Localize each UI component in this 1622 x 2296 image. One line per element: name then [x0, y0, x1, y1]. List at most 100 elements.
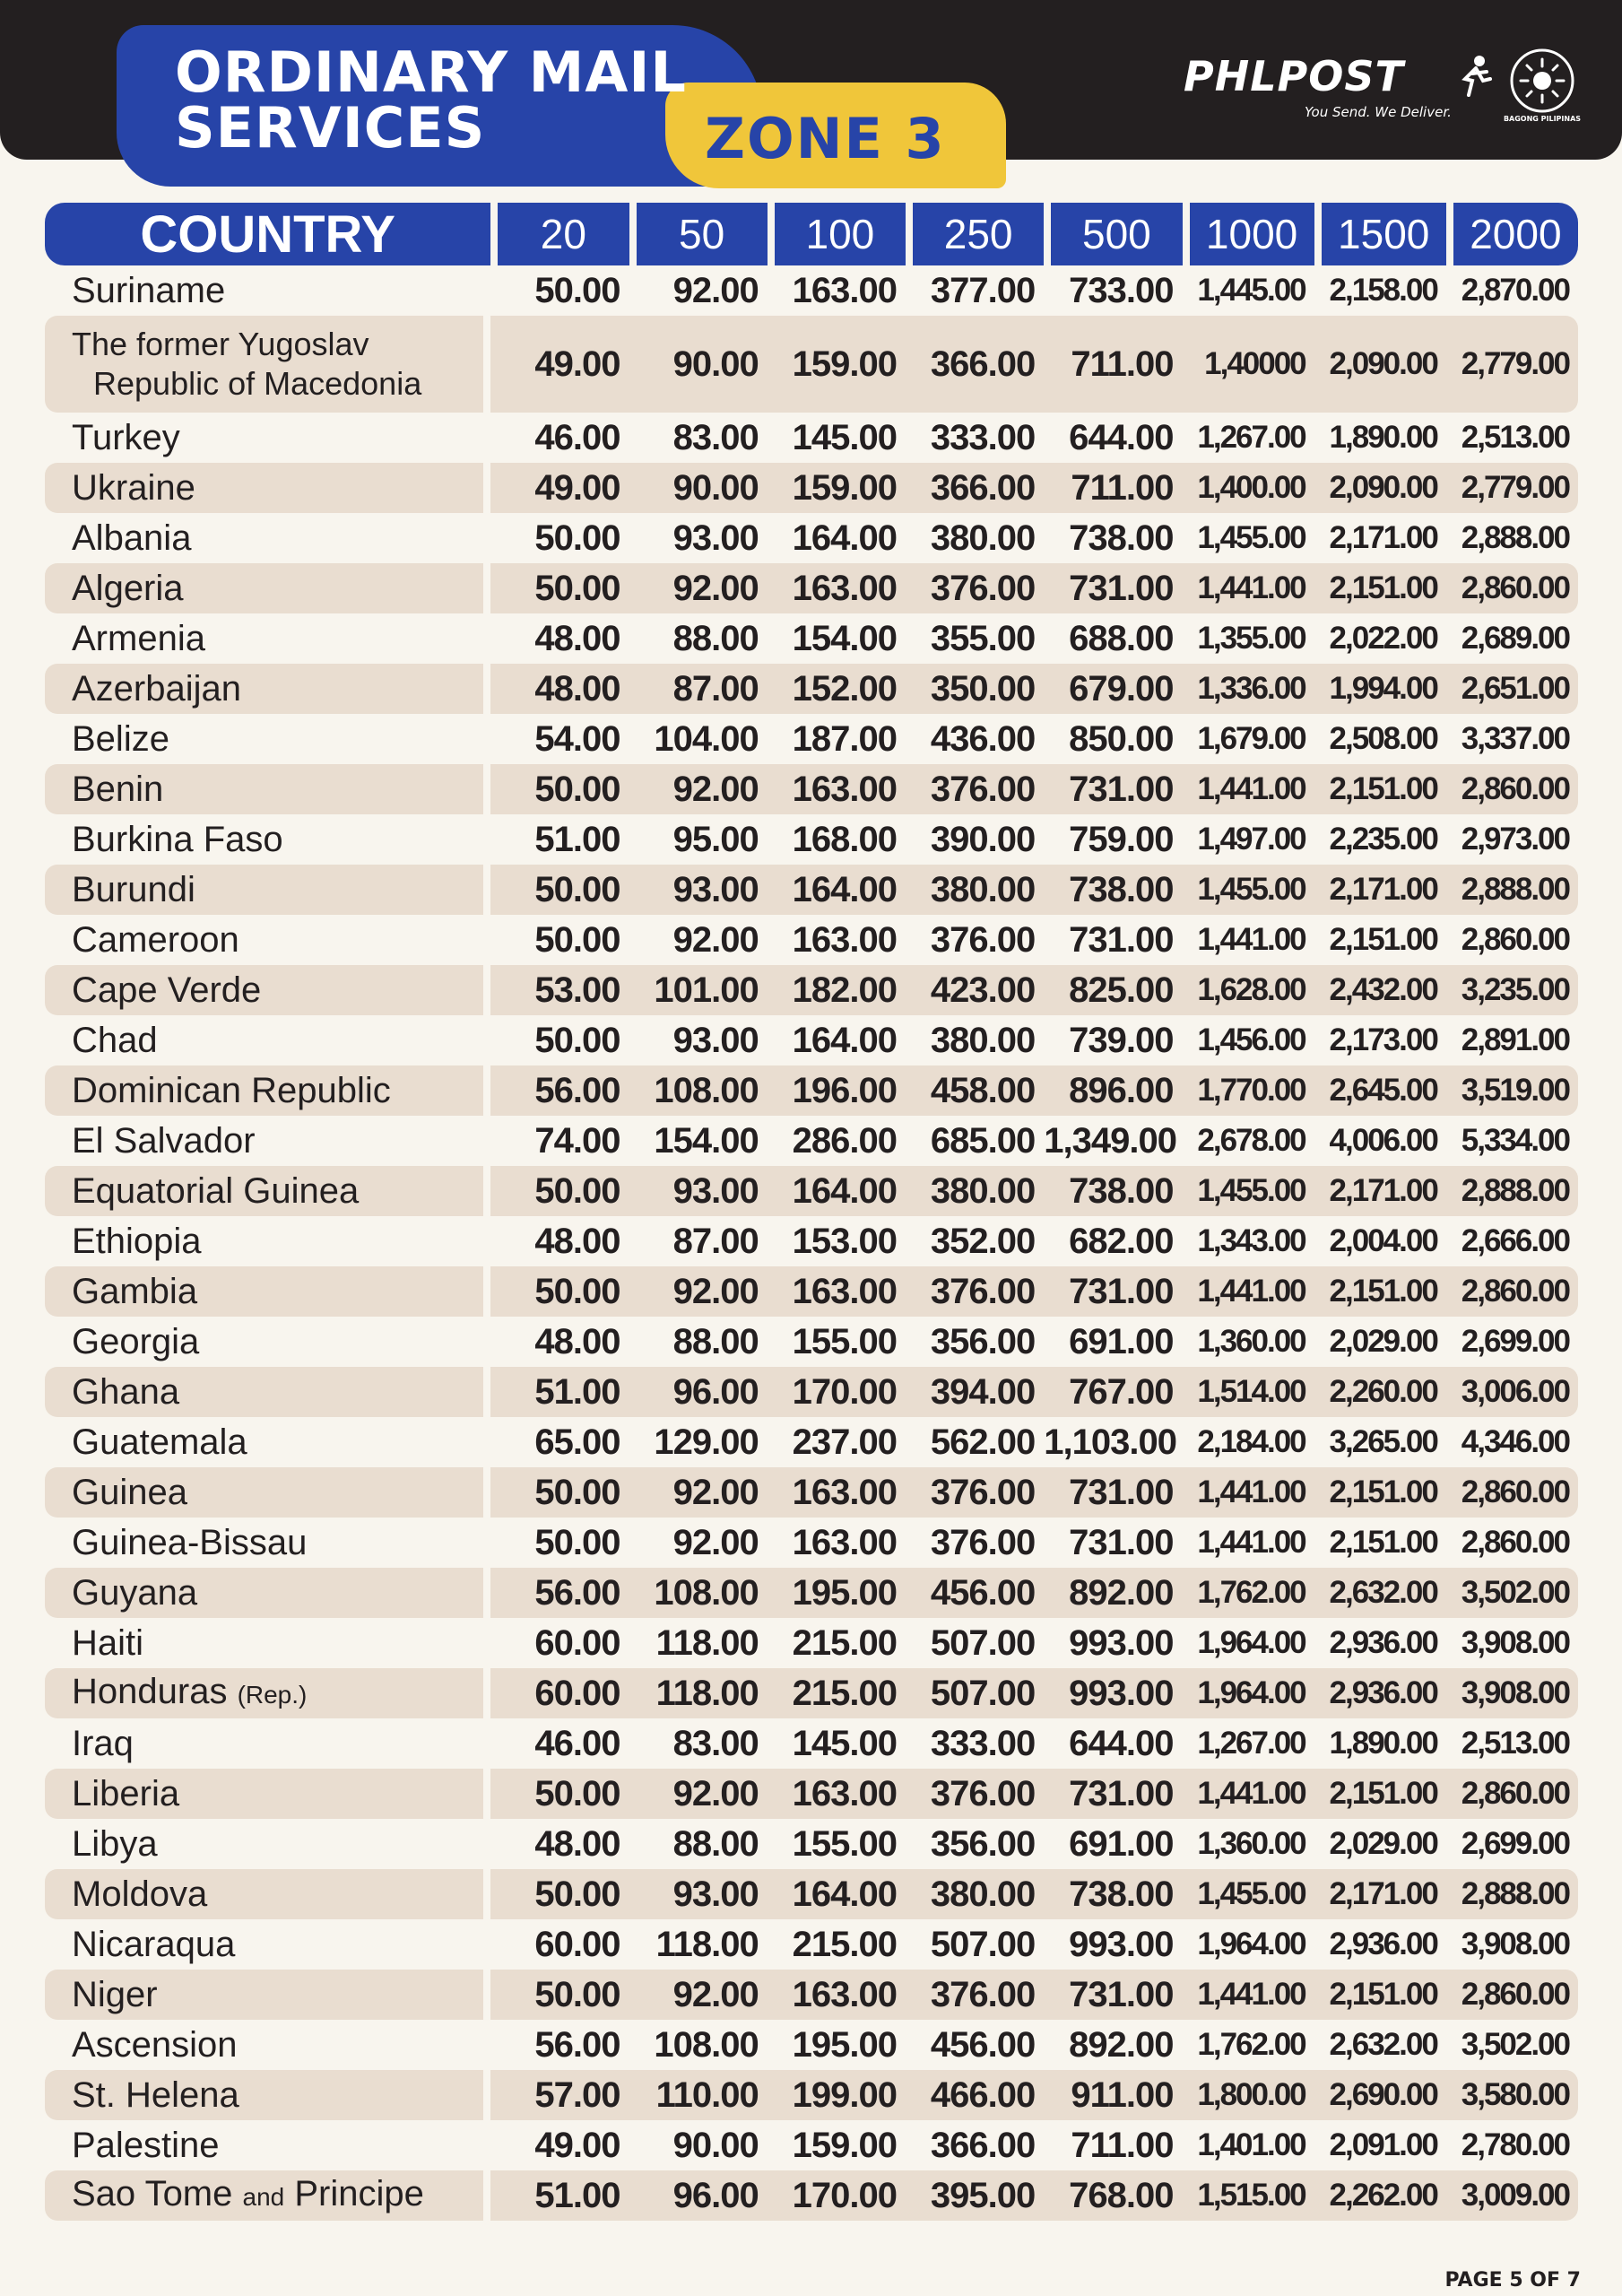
table-row: Gambia 50.00 92.00 163.00 376.00 731.00 1,441.… — [45, 1266, 1578, 1317]
column-header-weight: 1500 — [1314, 203, 1446, 265]
country-name: Palestine — [45, 2120, 491, 2170]
table-row: Burundi 50.00 93.00 164.00 380.00 738.00 1,455… — [45, 865, 1578, 915]
country-name-text: Libya — [72, 1824, 158, 1864]
country-name-text: Equatorial Guinea — [72, 1171, 360, 1211]
rate-cell: 2,860.00 — [1445, 1467, 1578, 1518]
rate-cell: 159.00 — [767, 463, 906, 513]
rate-cell: 2,973.00 — [1461, 822, 1571, 857]
country-name: Liberia — [45, 1769, 491, 1819]
country-name-text: Guyana — [72, 1573, 198, 1613]
table-row: Dominican Republic 56.00 108.00 196.00 458.0… — [45, 1065, 1578, 1116]
rate-cell: 2,690.00 — [1314, 2070, 1446, 2120]
country-name: Libya — [45, 1819, 491, 1869]
country-name-text: Guinea-Bissau — [72, 1523, 308, 1562]
brand-name: PHLPOST — [1184, 52, 1404, 100]
rate-cell: 738.00 — [1069, 517, 1174, 558]
rate-cell: 2,029.00 — [1329, 1826, 1439, 1861]
table-row: Chad 50.00 93.00 164.00 380.00 739.00 1,456.00… — [45, 1015, 1578, 1065]
country-name-text: Guatemala — [72, 1422, 247, 1462]
rate-cell: 376.00 — [930, 1522, 1036, 1562]
rate-cell: 738.00 — [1044, 865, 1183, 915]
rate-cell: 1,360.00 — [1197, 1324, 1306, 1359]
rate-cell: 145.00 — [792, 1723, 898, 1763]
rate-cell: 83.00 — [672, 417, 759, 457]
rate-cell: 90.00 — [672, 2125, 759, 2165]
rate-cell: 1,441.00 — [1197, 922, 1306, 957]
rate-cell: 2,666.00 — [1461, 1223, 1571, 1258]
rate-cell: 739.00 — [1069, 1020, 1174, 1060]
country-name-text: Sao Tome — [72, 2174, 233, 2213]
rate-cell: 1,515.00 — [1182, 2170, 1314, 2221]
country-name: Armenia — [45, 613, 491, 664]
rate-cell: 2,936.00 — [1329, 1625, 1439, 1660]
rate-cell: 1,455.00 — [1197, 520, 1306, 555]
rate-cell: 2,936.00 — [1329, 1926, 1439, 1961]
rate-cell: 74.00 — [534, 1120, 620, 1161]
rate-cell: 56.00 — [534, 2024, 620, 2065]
rate-cell: 2,860.00 — [1445, 1266, 1578, 1317]
rate-cell: 377.00 — [930, 270, 1036, 310]
rate-cell: 380.00 — [906, 865, 1045, 915]
rate-cell: 2,091.00 — [1329, 2127, 1439, 2162]
column-header-weight: 2000 — [1445, 203, 1578, 265]
rate-cell: 2,860.00 — [1445, 1970, 1578, 2020]
rate-cell: 1,441.00 — [1182, 1769, 1314, 1819]
rate-cell: 93.00 — [672, 1020, 759, 1060]
country-name-text: Guinea — [72, 1473, 187, 1512]
rate-cell: 2,699.00 — [1461, 1324, 1571, 1359]
table-row: Turkey 46.00 83.00 145.00 333.00 644.00 1,267.… — [45, 413, 1578, 463]
country-name: Guinea — [45, 1467, 491, 1518]
rate-cell: 164.00 — [767, 1869, 906, 1919]
table-row: Burkina Faso 51.00 95.00 168.00 390.00 759.00… — [45, 814, 1578, 865]
country-name-text: Haiti — [72, 1623, 144, 1663]
country-name-text: Georgia — [72, 1322, 200, 1361]
country-name: Georgia — [45, 1317, 491, 1367]
column-header-country: COUNTRY — [45, 203, 491, 265]
rate-cell: 4,346.00 — [1461, 1424, 1571, 1459]
country-name: Guyana — [45, 1568, 491, 1618]
table-row: Ghana 51.00 96.00 170.00 394.00 767.00 1,514.0… — [45, 1367, 1578, 1417]
country-name: Moldova — [45, 1869, 491, 1919]
rate-cell: 1,445.00 — [1197, 273, 1306, 308]
table-row: Cameroon 50.00 92.00 163.00 376.00 731.00 1,44… — [45, 915, 1578, 965]
rate-cell: 1,800.00 — [1182, 2070, 1314, 2120]
table-row: Haiti 60.00 118.00 215.00 507.00 993.00 1,964.… — [45, 1618, 1578, 1668]
column-header-weight: 50 — [629, 203, 768, 265]
table-row: Sao Tome and Principe 51.00 96.00 170.00 395… — [45, 2170, 1578, 2221]
seal-label: BAGONG PILIPINAS — [1503, 115, 1582, 123]
rate-cell: 436.00 — [930, 718, 1036, 759]
country-name: Turkey — [45, 413, 491, 463]
country-name: Guinea-Bissau — [45, 1518, 491, 1568]
rate-cell: 92.00 — [629, 764, 768, 814]
rate-cell: 3,502.00 — [1461, 2027, 1571, 2062]
table-row: Guatemala 65.00 129.00 237.00 562.00 1,103.00… — [45, 1417, 1578, 1467]
table-row: Guinea 50.00 92.00 163.00 376.00 731.00 1,441.… — [45, 1467, 1578, 1518]
rate-cell: 199.00 — [767, 2070, 906, 2120]
rate-cell: 1,514.00 — [1182, 1367, 1314, 1417]
rate-cell: 1,964.00 — [1197, 1625, 1306, 1660]
country-name: The former Yugoslav Republic of Macedonia — [45, 316, 491, 413]
rate-cell: 1,441.00 — [1182, 1467, 1314, 1518]
rate-cell: 2,262.00 — [1314, 2170, 1446, 2221]
rate-cell: 390.00 — [930, 819, 1036, 859]
rate-cell: 1,679.00 — [1197, 721, 1306, 756]
rate-cell: 65.00 — [534, 1422, 620, 1462]
rate-cell: 3,235.00 — [1445, 965, 1578, 1015]
country-name-text: St. Helena — [72, 2075, 239, 2115]
rate-cell: 48.00 — [534, 1321, 620, 1361]
rate-cell: 1,994.00 — [1314, 664, 1446, 714]
rate-cell: 352.00 — [930, 1221, 1036, 1261]
table-row: Benin 50.00 92.00 163.00 376.00 731.00 1,441.0… — [45, 764, 1578, 814]
table-body: Suriname 50.00 92.00 163.00 377.00 733.00 1,44… — [45, 265, 1578, 2221]
rate-cell: 215.00 — [792, 1622, 898, 1663]
rate-cell: 2,184.00 — [1197, 1424, 1306, 1459]
rate-cell: 2,632.00 — [1314, 1568, 1446, 1618]
country-name: Niger — [45, 1970, 491, 2020]
rate-cell: 48.00 — [490, 664, 629, 714]
country-name: Nicaraqua — [45, 1919, 491, 1970]
rate-cell: 3,908.00 — [1461, 1926, 1571, 1961]
rate-cell: 2,432.00 — [1314, 965, 1446, 1015]
table-row: Azerbaijan 48.00 87.00 152.00 350.00 679.00 1,… — [45, 664, 1578, 714]
rate-cell: 731.00 — [1044, 764, 1183, 814]
country-name-text: Nicaraqua — [72, 1925, 236, 1964]
